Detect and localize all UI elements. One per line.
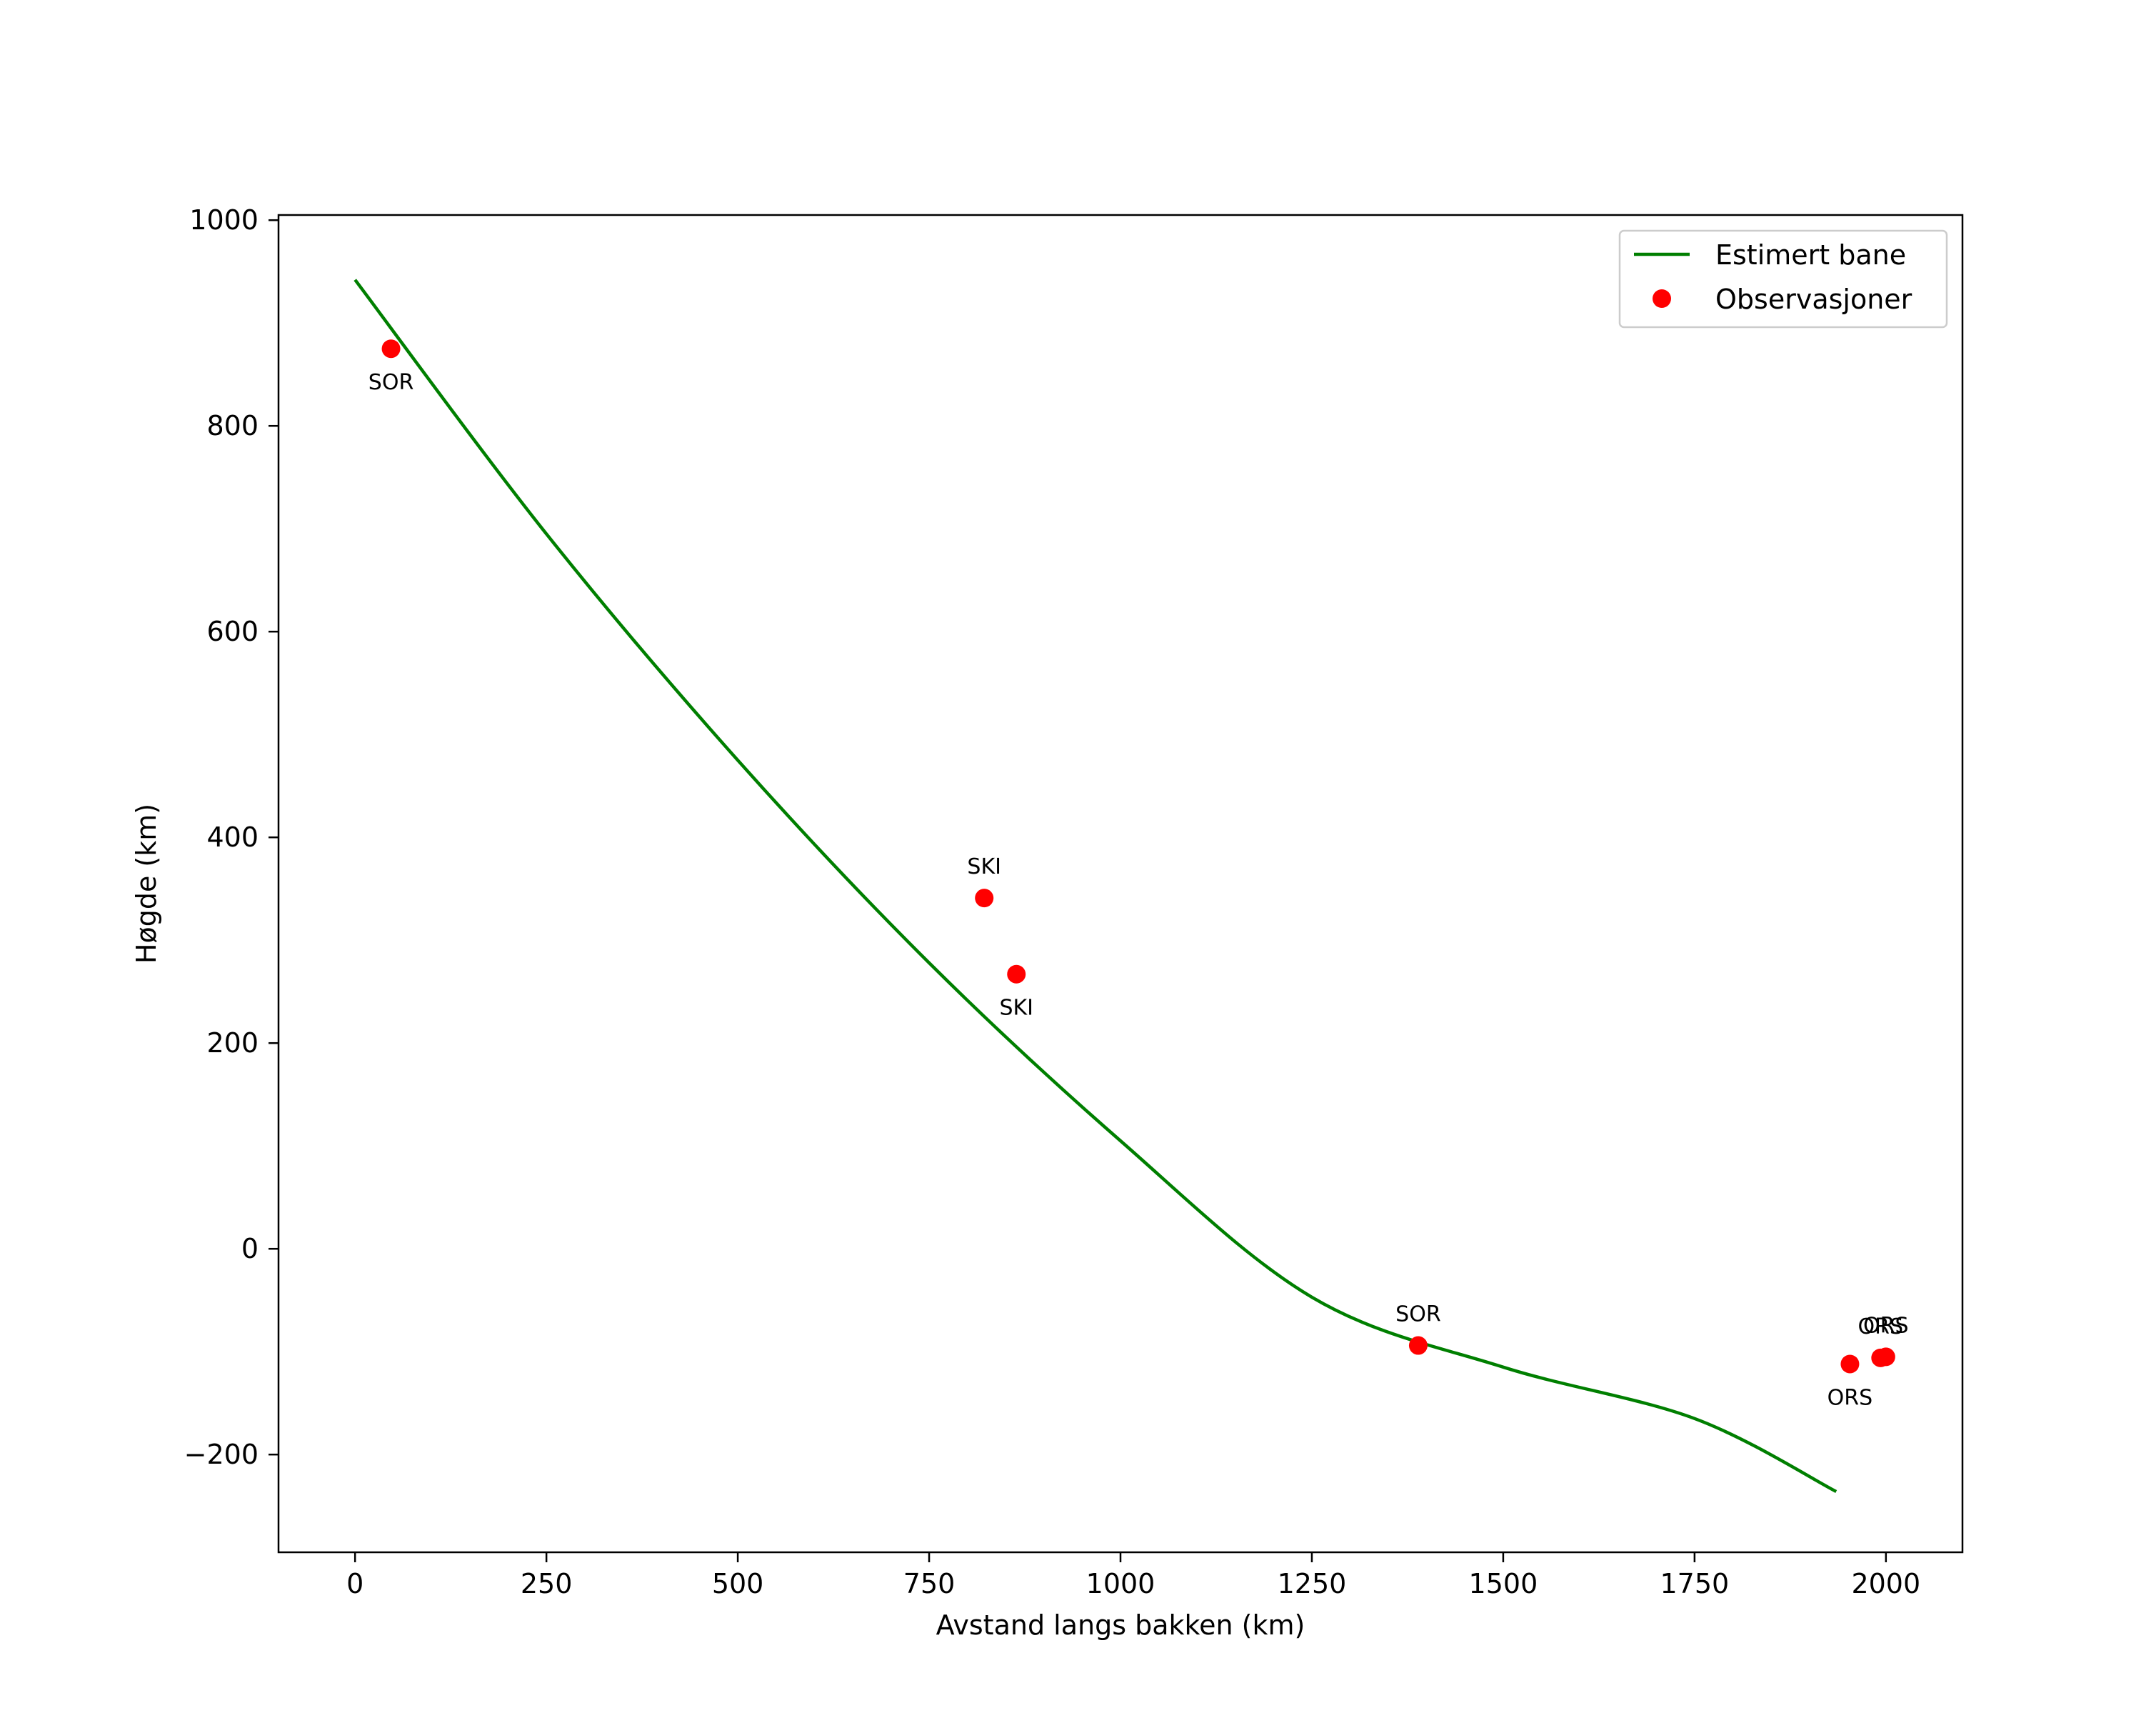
data-point-sor-1 [381, 339, 401, 359]
x-tick-label: 750 [903, 1568, 956, 1599]
data-point-ors-7 [1876, 1347, 1895, 1367]
data-point-ski-3 [1007, 964, 1026, 984]
y-tick-label: 600 [206, 616, 259, 647]
series-line-estimert-bane [354, 279, 1837, 1494]
y-tick-label: 800 [206, 410, 259, 441]
x-tick-label: 1000 [1086, 1568, 1155, 1599]
x-tick-label: 250 [521, 1568, 573, 1599]
x-axis-label: Avstand langs bakken (km) [936, 1609, 1305, 1641]
point-label-sor-1: SOR [368, 370, 414, 395]
y-tick-label: 1000 [189, 204, 259, 236]
y-tick-label: 200 [206, 1027, 259, 1059]
x-tick-label: 500 [712, 1568, 764, 1599]
point-label-ski-2: SKI [967, 854, 1001, 879]
x-tick-label: 1250 [1278, 1568, 1347, 1599]
legend: Estimert bane Observasjoner [1618, 229, 1948, 329]
y-tick-label: −200 [184, 1439, 259, 1470]
data-point-ski-2 [975, 889, 994, 908]
legend-box [1618, 229, 1948, 329]
point-label-ors-7: ORS [1863, 1313, 1909, 1338]
x-tick-label: 2000 [1851, 1568, 1920, 1599]
x-tick-label: 0 [346, 1568, 363, 1599]
y-tick-label: 400 [206, 821, 259, 853]
point-label-ors-5: ORS [1827, 1385, 1873, 1410]
data-point-sor-4 [1408, 1336, 1428, 1355]
y-tick-label: 0 [241, 1233, 259, 1264]
x-tick-label: 1500 [1469, 1568, 1538, 1599]
data-point-ors-5 [1840, 1354, 1860, 1374]
point-label-ski-3: SKI [999, 996, 1033, 1021]
x-tick-label: 1750 [1660, 1568, 1730, 1599]
legend-entry-estimert-bane: Estimert bane [1715, 239, 1906, 271]
axes: 0 250 500 750 1000 1250 1500 1750 2000 −200 0 200 40… [184, 204, 1964, 1599]
point-label-sor-4: SOR [1395, 1302, 1441, 1327]
legend-entry-observasjoner: Observasjoner [1715, 284, 1912, 315]
y-axis-label: Høgde (km) [131, 804, 162, 964]
point-label-ors-6: ORS [1858, 1314, 1904, 1339]
legend-point-swatch [1653, 289, 1671, 308]
